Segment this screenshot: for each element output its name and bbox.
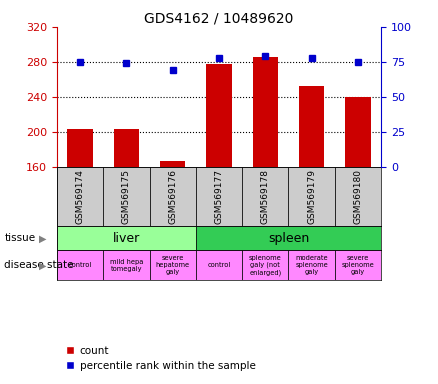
Text: tissue: tissue: [4, 233, 35, 243]
Text: severe
hepatome
galy: severe hepatome galy: [155, 255, 190, 275]
Bar: [299, 86, 324, 167]
Text: severe
splenome
galy: severe splenome galy: [342, 255, 374, 275]
Bar: [103, 167, 149, 227]
Text: GSM569178: GSM569178: [261, 169, 270, 224]
Bar: [57, 250, 103, 280]
Text: liver: liver: [113, 232, 140, 245]
Bar: [253, 56, 278, 167]
Text: GSM569179: GSM569179: [307, 169, 316, 224]
Title: GDS4162 / 10489620: GDS4162 / 10489620: [144, 12, 294, 26]
Bar: [103, 250, 149, 280]
Text: disease state: disease state: [4, 260, 74, 270]
Text: ▶: ▶: [39, 233, 47, 243]
Text: ▶: ▶: [39, 260, 47, 270]
Text: GSM569180: GSM569180: [353, 169, 362, 224]
Bar: [289, 250, 335, 280]
Text: splenome
galy (not
enlarged): splenome galy (not enlarged): [249, 255, 282, 276]
Bar: [289, 167, 335, 227]
Bar: [67, 129, 93, 167]
Bar: [196, 227, 381, 250]
Bar: [149, 167, 196, 227]
Text: GSM569177: GSM569177: [215, 169, 223, 224]
Text: GSM569176: GSM569176: [168, 169, 177, 224]
Bar: [160, 161, 185, 167]
Bar: [242, 250, 289, 280]
Bar: [345, 97, 371, 167]
Bar: [196, 167, 242, 227]
Bar: [196, 250, 242, 280]
Text: GSM569174: GSM569174: [76, 169, 85, 224]
Bar: [206, 65, 232, 167]
Text: control: control: [68, 262, 92, 268]
Bar: [57, 227, 196, 250]
Bar: [242, 167, 289, 227]
Bar: [149, 250, 196, 280]
Bar: [335, 250, 381, 280]
Bar: [335, 167, 381, 227]
Text: control: control: [207, 262, 231, 268]
Text: moderate
splenome
galy: moderate splenome galy: [295, 255, 328, 275]
Bar: [114, 129, 139, 167]
Bar: [57, 167, 103, 227]
Text: GSM569175: GSM569175: [122, 169, 131, 224]
Text: mild hepa
tomegaly: mild hepa tomegaly: [110, 259, 143, 272]
Legend: count, percentile rank within the sample: count, percentile rank within the sample: [62, 341, 260, 375]
Text: spleen: spleen: [268, 232, 309, 245]
